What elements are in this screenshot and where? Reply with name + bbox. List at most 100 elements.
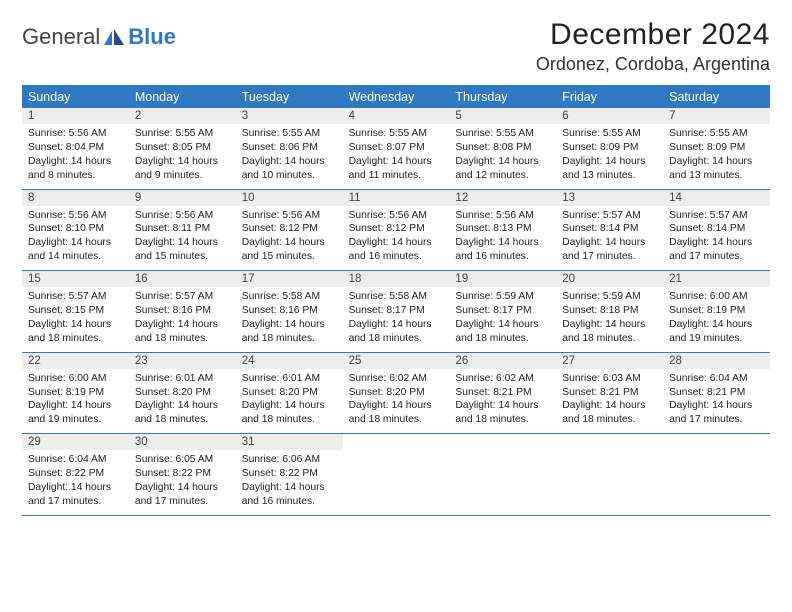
day-cell-empty: .. xyxy=(343,434,450,515)
day-number: 1 xyxy=(22,108,129,124)
day-details: Sunrise: 5:55 AMSunset: 8:09 PMDaylight:… xyxy=(556,124,663,189)
day-details: Sunrise: 5:58 AMSunset: 8:16 PMDaylight:… xyxy=(236,287,343,352)
day-cell: 17Sunrise: 5:58 AMSunset: 8:16 PMDayligh… xyxy=(236,271,343,352)
day-number: 19 xyxy=(449,271,556,287)
day-number: 16 xyxy=(129,271,236,287)
week-row: 8Sunrise: 5:56 AMSunset: 8:10 PMDaylight… xyxy=(22,190,770,272)
day-details: Sunrise: 5:55 AMSunset: 8:09 PMDaylight:… xyxy=(663,124,770,189)
day-number: 30 xyxy=(129,434,236,450)
day-number: 8 xyxy=(22,190,129,206)
day-details: Sunrise: 6:05 AMSunset: 8:22 PMDaylight:… xyxy=(129,450,236,515)
weekday-saturday: Saturday xyxy=(663,86,770,108)
day-cell-empty: .. xyxy=(449,434,556,515)
day-number: 31 xyxy=(236,434,343,450)
calendar-page: General Blue December 2024 Ordonez, Cord… xyxy=(0,0,792,534)
day-details: Sunrise: 5:57 AMSunset: 8:14 PMDaylight:… xyxy=(556,206,663,271)
day-details: Sunrise: 5:56 AMSunset: 8:11 PMDaylight:… xyxy=(129,206,236,271)
day-cell: 27Sunrise: 6:03 AMSunset: 8:21 PMDayligh… xyxy=(556,353,663,434)
weekday-friday: Friday xyxy=(556,86,663,108)
day-details: Sunrise: 5:55 AMSunset: 8:08 PMDaylight:… xyxy=(449,124,556,189)
day-number: 18 xyxy=(343,271,450,287)
location: Ordonez, Cordoba, Argentina xyxy=(536,54,770,75)
day-number: 27 xyxy=(556,353,663,369)
week-row: 1Sunrise: 5:56 AMSunset: 8:04 PMDaylight… xyxy=(22,108,770,190)
day-details: Sunrise: 6:01 AMSunset: 8:20 PMDaylight:… xyxy=(129,369,236,434)
day-details: Sunrise: 5:58 AMSunset: 8:17 PMDaylight:… xyxy=(343,287,450,352)
day-number: 25 xyxy=(343,353,450,369)
calendar-grid: Sunday Monday Tuesday Wednesday Thursday… xyxy=(22,85,770,516)
day-cell: 13Sunrise: 5:57 AMSunset: 8:14 PMDayligh… xyxy=(556,190,663,271)
day-cell: 5Sunrise: 5:55 AMSunset: 8:08 PMDaylight… xyxy=(449,108,556,189)
day-details: Sunrise: 5:57 AMSunset: 8:14 PMDaylight:… xyxy=(663,206,770,271)
day-cell: 9Sunrise: 5:56 AMSunset: 8:11 PMDaylight… xyxy=(129,190,236,271)
day-details: Sunrise: 5:56 AMSunset: 8:10 PMDaylight:… xyxy=(22,206,129,271)
day-cell-empty: .. xyxy=(663,434,770,515)
day-cell: 10Sunrise: 5:56 AMSunset: 8:12 PMDayligh… xyxy=(236,190,343,271)
day-cell-empty: .. xyxy=(556,434,663,515)
day-number: 6 xyxy=(556,108,663,124)
weekday-monday: Monday xyxy=(129,86,236,108)
day-number: 22 xyxy=(22,353,129,369)
day-details: Sunrise: 5:55 AMSunset: 8:07 PMDaylight:… xyxy=(343,124,450,189)
day-number: 13 xyxy=(556,190,663,206)
day-cell: 21Sunrise: 6:00 AMSunset: 8:19 PMDayligh… xyxy=(663,271,770,352)
day-cell: 11Sunrise: 5:56 AMSunset: 8:12 PMDayligh… xyxy=(343,190,450,271)
day-details: Sunrise: 5:55 AMSunset: 8:06 PMDaylight:… xyxy=(236,124,343,189)
weekday-wednesday: Wednesday xyxy=(343,86,450,108)
day-number: 24 xyxy=(236,353,343,369)
day-number: 2 xyxy=(129,108,236,124)
day-cell: 3Sunrise: 5:55 AMSunset: 8:06 PMDaylight… xyxy=(236,108,343,189)
day-cell: 4Sunrise: 5:55 AMSunset: 8:07 PMDaylight… xyxy=(343,108,450,189)
logo-word1: General xyxy=(22,24,100,50)
day-details: Sunrise: 5:59 AMSunset: 8:17 PMDaylight:… xyxy=(449,287,556,352)
weekday-sunday: Sunday xyxy=(22,86,129,108)
day-number: 3 xyxy=(236,108,343,124)
day-cell: 20Sunrise: 5:59 AMSunset: 8:18 PMDayligh… xyxy=(556,271,663,352)
day-details: Sunrise: 6:00 AMSunset: 8:19 PMDaylight:… xyxy=(663,287,770,352)
day-number: 20 xyxy=(556,271,663,287)
day-cell: 30Sunrise: 6:05 AMSunset: 8:22 PMDayligh… xyxy=(129,434,236,515)
week-row: 22Sunrise: 6:00 AMSunset: 8:19 PMDayligh… xyxy=(22,353,770,435)
day-cell: 7Sunrise: 5:55 AMSunset: 8:09 PMDaylight… xyxy=(663,108,770,189)
day-number: 17 xyxy=(236,271,343,287)
day-cell: 22Sunrise: 6:00 AMSunset: 8:19 PMDayligh… xyxy=(22,353,129,434)
day-number: 9 xyxy=(129,190,236,206)
day-details: Sunrise: 5:57 AMSunset: 8:16 PMDaylight:… xyxy=(129,287,236,352)
day-cell: 26Sunrise: 6:02 AMSunset: 8:21 PMDayligh… xyxy=(449,353,556,434)
logo-sail-icon xyxy=(104,29,124,45)
day-cell: 16Sunrise: 5:57 AMSunset: 8:16 PMDayligh… xyxy=(129,271,236,352)
weekday-tuesday: Tuesday xyxy=(236,86,343,108)
day-details: Sunrise: 5:56 AMSunset: 8:12 PMDaylight:… xyxy=(236,206,343,271)
day-number: 14 xyxy=(663,190,770,206)
weeks-container: 1Sunrise: 5:56 AMSunset: 8:04 PMDaylight… xyxy=(22,108,770,516)
week-row: 29Sunrise: 6:04 AMSunset: 8:22 PMDayligh… xyxy=(22,434,770,516)
day-cell: 6Sunrise: 5:55 AMSunset: 8:09 PMDaylight… xyxy=(556,108,663,189)
day-details: Sunrise: 6:01 AMSunset: 8:20 PMDaylight:… xyxy=(236,369,343,434)
day-number: 15 xyxy=(22,271,129,287)
day-details: Sunrise: 6:02 AMSunset: 8:20 PMDaylight:… xyxy=(343,369,450,434)
day-number: 28 xyxy=(663,353,770,369)
day-cell: 1Sunrise: 5:56 AMSunset: 8:04 PMDaylight… xyxy=(22,108,129,189)
day-cell: 15Sunrise: 5:57 AMSunset: 8:15 PMDayligh… xyxy=(22,271,129,352)
day-cell: 18Sunrise: 5:58 AMSunset: 8:17 PMDayligh… xyxy=(343,271,450,352)
day-number: 11 xyxy=(343,190,450,206)
day-number: 12 xyxy=(449,190,556,206)
logo-word2: Blue xyxy=(128,24,176,50)
logo: General Blue xyxy=(22,24,176,50)
day-number: 23 xyxy=(129,353,236,369)
day-number: 5 xyxy=(449,108,556,124)
day-cell: 8Sunrise: 5:56 AMSunset: 8:10 PMDaylight… xyxy=(22,190,129,271)
day-cell: 12Sunrise: 5:56 AMSunset: 8:13 PMDayligh… xyxy=(449,190,556,271)
day-details: Sunrise: 5:59 AMSunset: 8:18 PMDaylight:… xyxy=(556,287,663,352)
title-block: December 2024 Ordonez, Cordoba, Argentin… xyxy=(536,18,770,75)
weekday-thursday: Thursday xyxy=(449,86,556,108)
day-number: 26 xyxy=(449,353,556,369)
day-number: 4 xyxy=(343,108,450,124)
day-details: Sunrise: 6:04 AMSunset: 8:22 PMDaylight:… xyxy=(22,450,129,515)
day-details: Sunrise: 6:02 AMSunset: 8:21 PMDaylight:… xyxy=(449,369,556,434)
day-cell: 23Sunrise: 6:01 AMSunset: 8:20 PMDayligh… xyxy=(129,353,236,434)
day-details: Sunrise: 5:57 AMSunset: 8:15 PMDaylight:… xyxy=(22,287,129,352)
day-details: Sunrise: 5:56 AMSunset: 8:04 PMDaylight:… xyxy=(22,124,129,189)
day-number: 7 xyxy=(663,108,770,124)
day-cell: 14Sunrise: 5:57 AMSunset: 8:14 PMDayligh… xyxy=(663,190,770,271)
